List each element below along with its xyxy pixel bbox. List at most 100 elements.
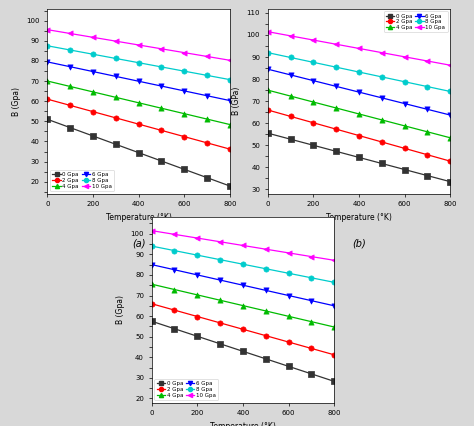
Point (203, 116, 211, 123)
Point (148, 281, 155, 288)
Point (285, 270, 292, 276)
Point (181, 133, 188, 140)
Point (355, 69, 363, 75)
Point (203, 72, 211, 79)
Y-axis label: B (Gpa): B (Gpa) (12, 86, 21, 116)
Point (285, 313, 292, 320)
Point (424, 58, 431, 64)
Point (44, 78, 51, 84)
Point (193, 235, 201, 242)
Point (203, 53, 211, 60)
Point (332, 41, 340, 48)
Point (287, 72, 294, 78)
Point (135, 78, 142, 85)
Point (66, 102, 74, 109)
Point (239, 348, 246, 355)
Point (287, 32, 294, 39)
Point (378, 95, 386, 101)
Point (171, 266, 178, 273)
Point (264, 49, 272, 56)
Point (378, 117, 386, 124)
Point (310, 142, 317, 149)
Point (181, 166, 188, 173)
Point (112, 73, 119, 80)
Point (171, 231, 178, 238)
Point (171, 307, 178, 314)
Point (332, 83, 340, 90)
Point (89, 68, 97, 75)
Point (330, 324, 338, 331)
Point (264, 66, 272, 72)
Point (239, 242, 246, 249)
Point (226, 57, 234, 64)
Point (216, 256, 224, 263)
Point (330, 257, 338, 264)
Point (310, 119, 317, 126)
X-axis label: Temperature (°K): Temperature (°K) (326, 213, 392, 222)
Point (89, 108, 97, 115)
Point (66, 124, 74, 131)
Point (330, 279, 338, 286)
Point (112, 38, 119, 45)
Point (66, 63, 74, 70)
Point (264, 28, 272, 35)
Point (158, 127, 165, 134)
Point (89, 34, 97, 41)
Point (310, 99, 317, 106)
Legend: 0 Gpa, 2 Gpa, 4 Gpa, 6 Gpa, 8 Gpa, 10 Gpa: 0 Gpa, 2 Gpa, 4 Gpa, 6 Gpa, 8 Gpa, 10 Gp… (50, 170, 114, 191)
Point (332, 126, 340, 132)
Point (308, 253, 315, 260)
Point (239, 302, 246, 309)
Point (171, 325, 178, 332)
Point (287, 136, 294, 143)
Point (148, 300, 155, 307)
Point (89, 51, 97, 58)
Point (181, 68, 188, 75)
Point (310, 77, 317, 84)
Point (262, 355, 270, 362)
Point (158, 83, 165, 89)
Point (239, 326, 246, 333)
Point (89, 89, 97, 95)
Legend: 0 Gpa, 2 Gpa, 4 Gpa, 6 Gpa, 8 Gpa, 10 Gpa: 0 Gpa, 2 Gpa, 4 Gpa, 6 Gpa, 8 Gpa, 10 Gp… (384, 12, 447, 32)
Point (447, 88, 454, 95)
Point (216, 239, 224, 245)
Point (216, 340, 224, 347)
Point (262, 287, 270, 294)
Point (148, 227, 155, 234)
Point (171, 286, 178, 293)
Point (158, 46, 165, 52)
Point (308, 274, 315, 281)
Point (262, 265, 270, 272)
Point (66, 30, 74, 37)
Point (355, 154, 363, 161)
Y-axis label: B (GPa): B (GPa) (232, 87, 241, 115)
Point (287, 113, 294, 120)
Point (203, 174, 211, 181)
Y-axis label: B (Gpa): B (Gpa) (116, 295, 125, 325)
Point (158, 105, 165, 112)
Point (239, 261, 246, 268)
Point (203, 139, 211, 146)
Point (135, 149, 142, 156)
Point (355, 89, 363, 95)
Point (148, 261, 155, 268)
Point (216, 297, 224, 304)
Point (171, 247, 178, 254)
Point (330, 351, 338, 358)
Point (203, 92, 211, 99)
Point (401, 78, 409, 85)
Point (193, 271, 201, 278)
Point (447, 112, 454, 118)
Point (401, 166, 409, 173)
Point (424, 83, 431, 90)
Point (332, 148, 340, 155)
Point (226, 183, 234, 190)
Point (424, 151, 431, 158)
Point (401, 122, 409, 129)
Point (216, 320, 224, 326)
Point (193, 313, 201, 320)
Point (378, 138, 386, 145)
Point (135, 59, 142, 66)
Point (424, 128, 431, 135)
